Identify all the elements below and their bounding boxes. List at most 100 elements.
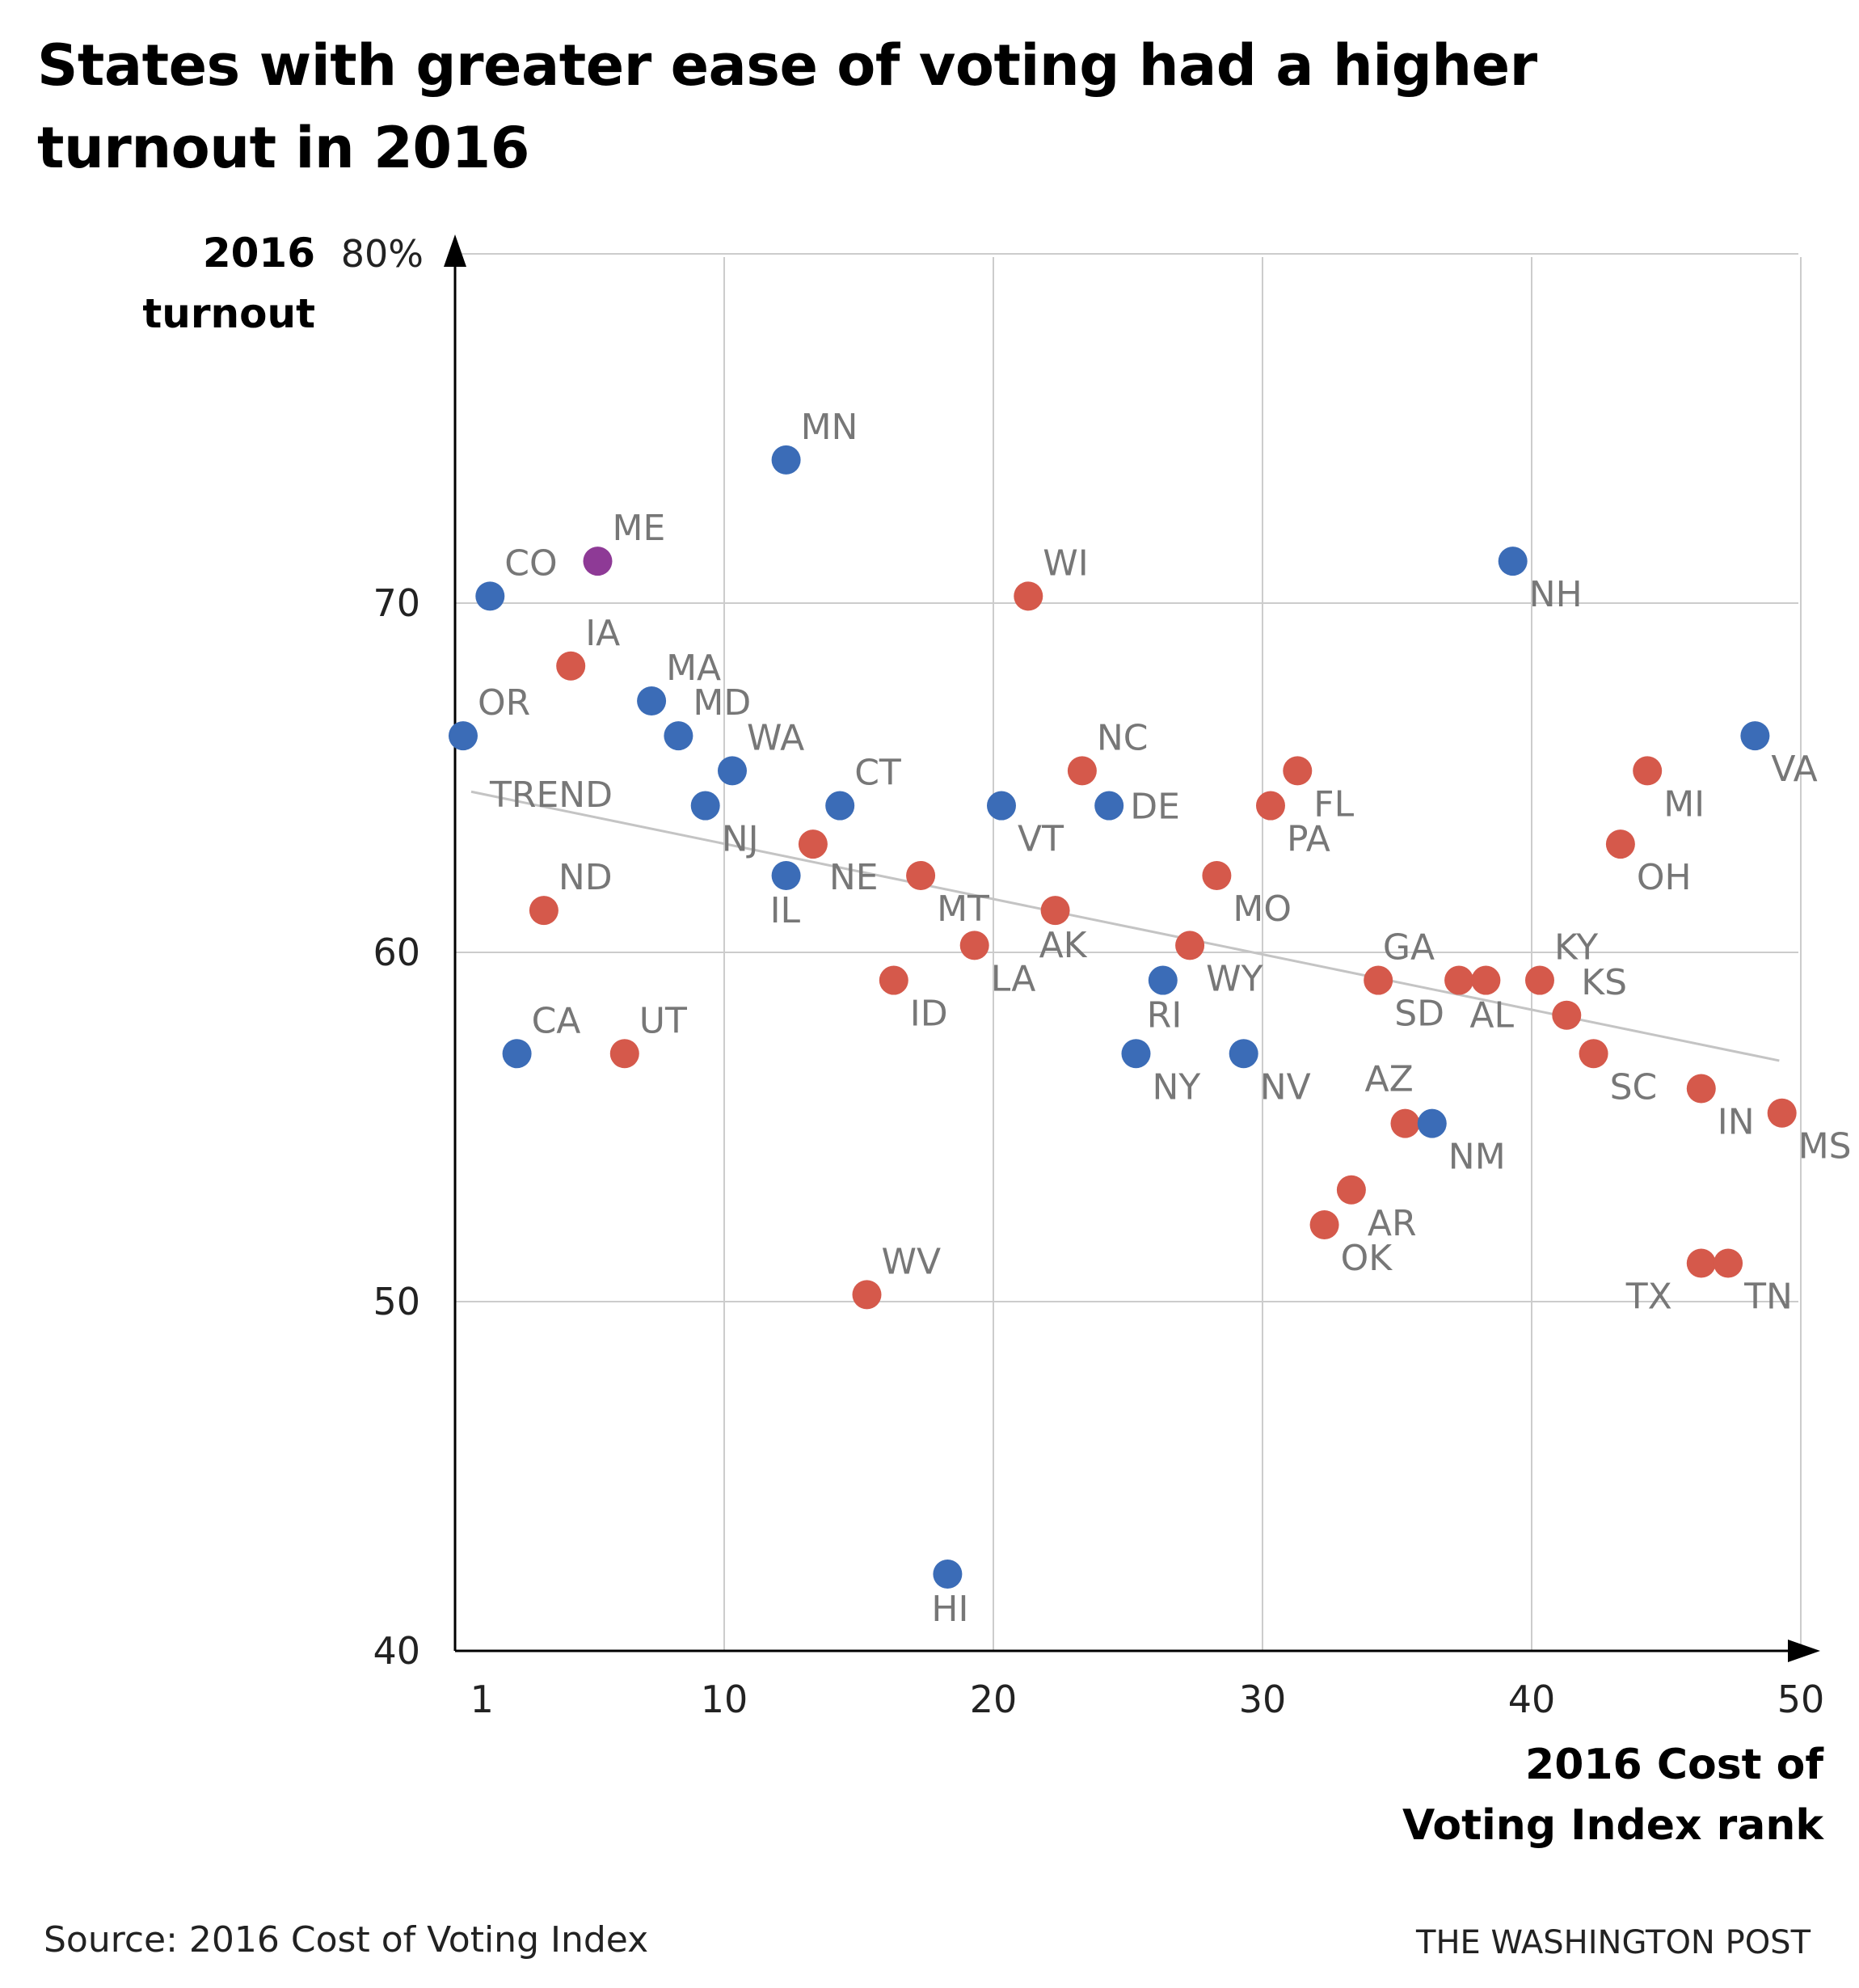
point-mn (771, 445, 801, 475)
y-tick-label-40: 40 (373, 1629, 420, 1673)
point-label-hi: HI (931, 1589, 968, 1630)
point-al (1471, 965, 1501, 995)
scatter-chart: 1 10 20 30 40 50 40 50 60 70 80% TREND OR CO CA ND IA M… (142, 230, 1852, 1850)
point-ma (637, 686, 667, 715)
point-label-de: DE (1130, 787, 1180, 828)
point-label-nc: NC (1097, 717, 1149, 758)
point-label-id: ID (910, 994, 948, 1035)
point-wi (1014, 581, 1043, 611)
point-label-ms: MS (1798, 1126, 1852, 1167)
point-la (959, 931, 989, 960)
point-label-sc: SC (1610, 1066, 1658, 1108)
point-label-co: CO (504, 542, 557, 584)
source-note: Source: 2016 Cost of Voting Index (44, 1919, 649, 1961)
point-va (1740, 721, 1770, 751)
point-label-ne: NE (829, 857, 879, 898)
x-tick-label-1: 1 (470, 1678, 494, 1721)
point-label-tn: TN (1743, 1276, 1793, 1317)
point-tx (1686, 1248, 1716, 1278)
point-label-al: AL (1469, 995, 1514, 1036)
point-nh (1498, 547, 1528, 576)
y-axis-arrow-icon (444, 234, 466, 267)
point-label-vt: VT (1018, 819, 1064, 860)
point-in (1686, 1074, 1716, 1104)
point-hi (933, 1559, 963, 1589)
point-label-mo: MO (1233, 888, 1292, 930)
axis-titles: 2016 turnout 2016 Cost of Voting Index r… (142, 230, 1824, 1850)
point-sc (1579, 1039, 1608, 1069)
point-label-me: ME (612, 508, 665, 549)
point-label-wi: WI (1043, 542, 1088, 584)
point-or (448, 721, 478, 751)
point-label-fl: FL (1313, 783, 1354, 825)
grid-lines (455, 253, 1802, 1651)
point-ct (825, 791, 855, 821)
point-mo (1202, 860, 1232, 890)
x-tick-label-30: 30 (1239, 1678, 1287, 1721)
point-label-ky: KY (1554, 927, 1598, 969)
point-label-az: AZ (1364, 1059, 1413, 1100)
point-label-ri: RI (1147, 995, 1182, 1036)
publisher-credit: THE WASHINGTON POST (1416, 1924, 1811, 1961)
point-co (475, 581, 505, 611)
point-label-wv: WV (881, 1241, 941, 1282)
point-label-mn: MN (801, 407, 858, 448)
point-label-nm: NM (1448, 1137, 1506, 1178)
trend-label: TREND (489, 775, 613, 816)
chart-title: States with greater ease of voting had a… (37, 32, 1537, 181)
point-tn (1714, 1248, 1743, 1278)
point-pa (1255, 791, 1285, 821)
y-tick-label-60: 60 (373, 931, 420, 974)
point-ny (1121, 1039, 1151, 1069)
y-tick-label-70: 70 (373, 581, 420, 625)
point-ia (556, 651, 586, 681)
point-label-nv: NV (1260, 1066, 1311, 1108)
point-de (1094, 791, 1124, 821)
point-label-ut: UT (639, 1000, 687, 1041)
point-il (771, 860, 801, 890)
point-ca (502, 1039, 532, 1069)
point-label-ny: NY (1152, 1066, 1200, 1108)
point-ga (1444, 965, 1474, 995)
point-label-mi: MI (1663, 783, 1705, 825)
x-tick-label-40: 40 (1508, 1678, 1556, 1721)
point-label-pa: PA (1287, 819, 1330, 860)
point-ky (1524, 965, 1554, 995)
point-ok (1309, 1209, 1339, 1239)
point-label-oh: OH (1637, 857, 1692, 898)
point-label-la: LA (991, 958, 1036, 999)
point-mt (906, 860, 936, 890)
y-axis-title-line1: 2016 (203, 230, 315, 276)
point-ne (798, 829, 828, 859)
point-ri (1148, 965, 1178, 995)
point-fl (1283, 756, 1313, 786)
point-label-mt: MT (937, 888, 989, 930)
point-label-ar: AR (1368, 1203, 1417, 1244)
point-wa (717, 756, 747, 786)
x-tick-label-50: 50 (1777, 1678, 1825, 1721)
point-sd (1364, 965, 1393, 995)
point-az (1390, 1108, 1420, 1138)
point-id (879, 965, 908, 995)
point-mi (1633, 756, 1663, 786)
point-nm (1417, 1108, 1447, 1138)
point-nc (1067, 756, 1097, 786)
point-label-va: VA (1771, 749, 1817, 790)
point-label-md: MD (693, 682, 751, 724)
point-label-ia: IA (585, 613, 620, 654)
x-axis-title-line1: 2016 Cost of (1525, 1741, 1824, 1789)
point-label-ks: KS (1581, 962, 1627, 1003)
y-tick-label-80: 80% (341, 232, 424, 276)
point-label-ca: CA (532, 1000, 581, 1041)
point-label-in: IN (1718, 1101, 1755, 1142)
data-points (448, 445, 1797, 1589)
point-nv (1229, 1039, 1258, 1069)
point-ar (1336, 1175, 1366, 1205)
point-label-ga: GA (1383, 927, 1435, 969)
point-label-nh: NH (1529, 574, 1583, 615)
point-nd (529, 896, 559, 926)
x-axis-arrow-icon (1788, 1640, 1820, 1662)
point-label-ct: CT (854, 753, 901, 794)
axes (444, 234, 1820, 1662)
